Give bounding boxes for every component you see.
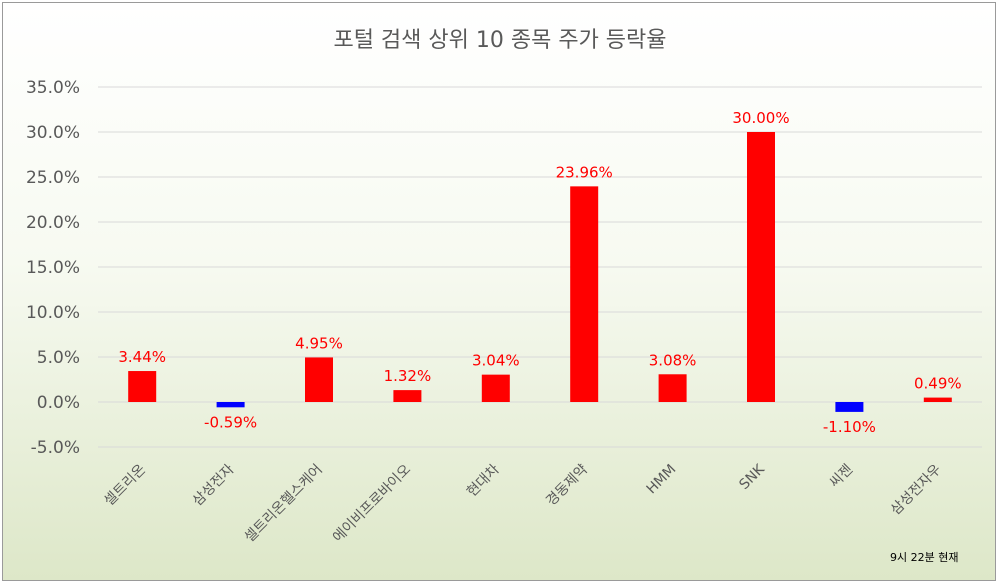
x-category-label: 에이비프로바이오 (330, 461, 414, 545)
data-label: 0.49% (914, 375, 962, 393)
y-tick-label: 5.0% (37, 348, 80, 368)
y-tick-label: 25.0% (26, 168, 80, 188)
data-label: 1.32% (384, 367, 432, 385)
x-category-label: 셀트리온 (101, 461, 149, 509)
x-category-label: SNK (736, 461, 768, 493)
y-tick-label: -5.0% (31, 438, 80, 458)
x-category-label: 삼성전자 (190, 461, 238, 509)
y-tick-label: 30.0% (26, 123, 80, 143)
data-label: -1.10% (823, 418, 876, 436)
x-category-label: HMM (644, 462, 680, 498)
bar (393, 390, 422, 402)
footnote: 9시 22분 현재 (890, 551, 959, 564)
bar (570, 186, 599, 402)
y-tick-label: 35.0% (26, 78, 80, 98)
y-tick-label: 15.0% (26, 258, 80, 278)
bar (923, 397, 952, 402)
bar (658, 374, 687, 402)
data-label: 3.04% (472, 352, 520, 370)
x-category-label: 현대차 (464, 461, 503, 500)
x-category-label: 삼성전자우 (888, 461, 945, 518)
bar (128, 371, 157, 402)
bar (747, 132, 775, 402)
data-label: 23.96% (556, 163, 613, 181)
data-label: 4.95% (295, 334, 343, 352)
x-category-label: 경동제약 (543, 461, 591, 509)
data-label: 3.44% (118, 348, 166, 366)
chart-title: 포털 검색 상위 10 종목 주가 등락율 (333, 28, 667, 53)
x-category-label: 씨젠 (827, 462, 857, 492)
bar (481, 374, 510, 402)
y-tick-label: 0.0% (37, 393, 80, 413)
x-category-label: 셀트리온헬스케어 (242, 462, 326, 546)
y-tick-label: 20.0% (26, 213, 80, 233)
data-label: 30.00% (732, 109, 789, 127)
bar (216, 402, 245, 408)
data-label: 3.08% (649, 351, 697, 369)
bar (305, 357, 333, 402)
y-tick-label: 10.0% (26, 303, 80, 323)
data-label: -0.59% (204, 413, 257, 431)
bar (835, 402, 864, 412)
